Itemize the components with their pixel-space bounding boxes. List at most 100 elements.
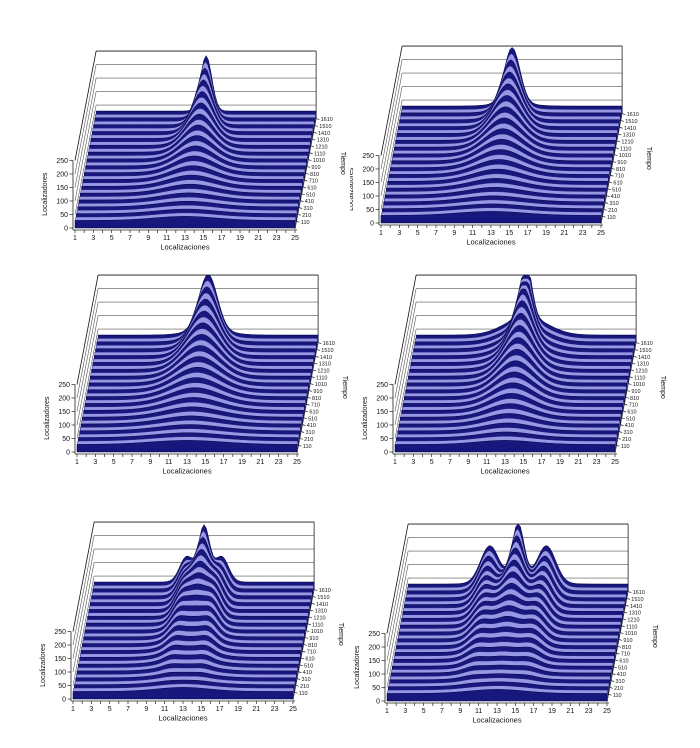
- x-tick-label: 11: [469, 230, 476, 237]
- x-tick-label: 15: [197, 706, 205, 713]
- z-tick-label: 910: [623, 638, 632, 644]
- x-axis-title: Localizaciones: [466, 238, 515, 247]
- z-tick-label: 1410: [318, 131, 330, 137]
- z-tick-label: 310: [305, 430, 314, 436]
- y-tick-label: 50: [58, 683, 66, 690]
- z-axis-title: Tiempo: [659, 376, 666, 399]
- z-tick-label: 410: [617, 672, 626, 678]
- x-tick-label: 19: [234, 706, 242, 713]
- z-tick-label: 510: [306, 192, 315, 198]
- z-tick-label: 310: [609, 201, 618, 207]
- y-tick-label: 200: [58, 396, 70, 403]
- z-tick-label: 1510: [319, 124, 331, 130]
- x-tick-label: 9: [458, 708, 462, 715]
- y-tick-label: 150: [376, 409, 388, 416]
- z-axis-title: Tiempo: [341, 376, 348, 399]
- x-tick-label: 17: [216, 706, 224, 713]
- x-tick-label: 15: [201, 459, 209, 466]
- y-tick-label: 100: [368, 672, 380, 679]
- y-tick-label: 100: [362, 194, 374, 201]
- y-tick-label: 50: [60, 212, 68, 219]
- z-tick-label: 1610: [633, 590, 645, 596]
- z-tick-label: 1210: [317, 369, 329, 375]
- z-axis-title: Tiempo: [337, 623, 344, 646]
- x-tick-label: 1: [75, 459, 79, 466]
- z-tick-label: 1110: [634, 375, 645, 381]
- z-tick-label: 1010: [619, 153, 631, 159]
- z-tick-label: 1510: [317, 595, 329, 601]
- x-tick-label: 17: [524, 230, 532, 237]
- x-tick-label: 13: [493, 708, 501, 715]
- x-tick-label: 17: [530, 708, 538, 715]
- x-tick-label: 25: [603, 708, 611, 715]
- y-tick-label: 50: [366, 207, 374, 214]
- z-tick-label: 1510: [321, 348, 333, 354]
- x-tick-label: 21: [566, 708, 574, 715]
- x-tick-label: 25: [289, 706, 297, 713]
- y-tick-label: 250: [368, 631, 380, 638]
- x-tick-label: 11: [475, 708, 482, 715]
- y-axis-title: Localizadores: [44, 396, 51, 440]
- z-tick-label: 910: [617, 160, 626, 166]
- z-tick-label: 1110: [626, 624, 637, 630]
- x-axis-title: Localizaciones: [160, 243, 209, 251]
- z-tick-label: 1610: [323, 341, 335, 347]
- x-tick-label: 3: [397, 230, 401, 237]
- chart-top-left: 1102103104105106107108109101010111012101…: [42, 50, 346, 251]
- z-tick-label: 1410: [316, 602, 328, 608]
- y-axis-title: Localizadores: [362, 396, 369, 440]
- x-tick-label: 15: [519, 459, 527, 466]
- z-tick-label: 310: [301, 677, 310, 683]
- chart-middle-right: 1102103104105106107108109101010111012101…: [362, 274, 666, 476]
- z-tick-label: 1310: [623, 133, 635, 139]
- z-tick-label: 310: [615, 679, 624, 685]
- x-tick-label: 5: [110, 235, 114, 242]
- z-tick-label: 310: [303, 206, 312, 212]
- z-tick-label: 1010: [313, 158, 325, 164]
- x-tick-label: 23: [275, 459, 283, 466]
- y-tick-label: 200: [368, 645, 380, 652]
- z-tick-label: 510: [308, 416, 317, 422]
- z-axis-title: Tiempo: [339, 152, 346, 175]
- z-tick-label: 1310: [317, 138, 329, 144]
- z-tick-label: 1110: [316, 375, 327, 381]
- y-tick-label: 50: [380, 436, 388, 443]
- z-tick-label: 1310: [629, 611, 641, 617]
- y-tick-label: 250: [362, 153, 374, 160]
- z-tick-label: 810: [622, 645, 631, 651]
- x-tick-label: 9: [466, 459, 470, 466]
- y-tick-label: 200: [54, 643, 66, 650]
- chart-middle-left: 1102103104105106107108109101010111012101…: [44, 274, 348, 476]
- z-tick-label: 510: [612, 187, 621, 193]
- z-tick-label: 110: [607, 215, 616, 221]
- x-tick-label: 25: [611, 459, 619, 466]
- z-tick-label: 710: [621, 652, 630, 658]
- z-tick-label: 1310: [637, 362, 649, 368]
- y-tick-label: 250: [54, 629, 66, 636]
- z-tick-label: 1110: [312, 622, 323, 628]
- x-tick-label: 5: [422, 708, 426, 715]
- z-tick-label: 410: [305, 199, 314, 205]
- x-tick-label: 25: [597, 230, 605, 237]
- y-tick-label: 200: [56, 172, 68, 179]
- z-tick-label: 1010: [311, 629, 323, 635]
- y-axis-title: Localizadores: [350, 167, 355, 211]
- z-tick-label: 1310: [315, 609, 327, 615]
- chart-bottom-right: 1102103104105106107108109101010111012101…: [354, 523, 658, 725]
- x-axis-title: Localizaciones: [472, 716, 521, 725]
- ridge-slices: [380, 47, 623, 224]
- x-tick-label: 3: [403, 708, 407, 715]
- x-axis-title: Localizaciones: [158, 714, 207, 723]
- y-axis-title: Localizadores: [42, 172, 49, 216]
- x-tick-label: 23: [585, 708, 593, 715]
- ridge-slices: [386, 523, 629, 702]
- x-tick-label: 3: [93, 459, 97, 466]
- z-tick-label: 510: [304, 663, 313, 669]
- z-tick-label: 110: [613, 693, 622, 699]
- z-tick-label: 1210: [627, 618, 639, 624]
- z-tick-label: 310: [623, 430, 632, 436]
- ridge-slices: [76, 274, 319, 453]
- x-tick-label: 7: [130, 459, 134, 466]
- z-tick-label: 710: [615, 174, 624, 180]
